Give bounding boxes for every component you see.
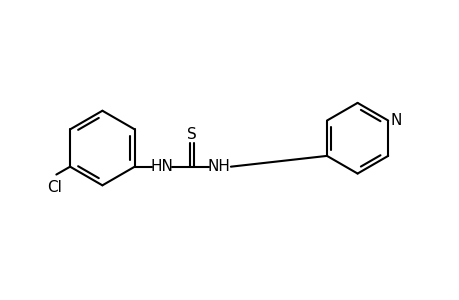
Text: NH: NH [207,159,230,174]
Text: S: S [186,127,196,142]
Text: N: N [390,113,401,128]
Text: Cl: Cl [47,180,62,195]
Text: HN: HN [151,159,173,174]
